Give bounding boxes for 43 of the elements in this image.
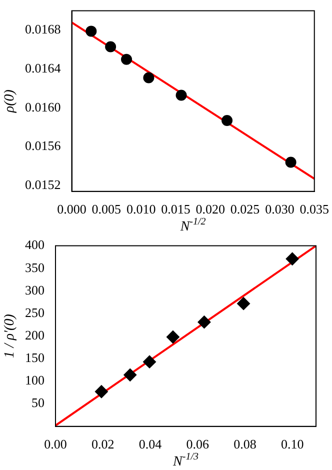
x-tick-label: 0.020 (196, 202, 226, 217)
y-tick-label: 200 (25, 328, 44, 343)
point (143, 72, 154, 84)
point (94, 385, 108, 398)
y-tick-label: 0.0152 (25, 176, 61, 192)
point (286, 252, 299, 266)
x-tick-label: 0.08 (234, 436, 256, 452)
y-axis-title: ρ(0) (2, 89, 18, 114)
point (121, 54, 132, 65)
x-tick-label: 0.010 (126, 202, 156, 217)
x-tick-label: 0.04 (138, 436, 162, 452)
point (166, 330, 180, 344)
y-tick-label: 50 (32, 395, 44, 410)
y-tick-label: 250 (25, 304, 44, 320)
point (143, 355, 156, 368)
y-tick-label: 0.0160 (25, 99, 61, 114)
x-tick-label: 0.000 (57, 202, 86, 217)
point (237, 297, 250, 310)
point (222, 115, 233, 126)
x-tick-label: 0.035 (300, 202, 329, 217)
y-tick-label: 100 (25, 372, 44, 388)
point (124, 368, 137, 382)
x-tick-label: 0.025 (230, 202, 260, 217)
x-tick-label: 0.00 (44, 436, 67, 452)
x-tick-label: 0.015 (161, 202, 190, 217)
x-tick-label: 0.030 (265, 202, 294, 217)
x-tick-label: 0.06 (186, 436, 210, 452)
point (285, 156, 296, 168)
point (198, 316, 211, 329)
x-tick-label: 0.02 (91, 436, 114, 452)
y-tick-label: 0.0168 (25, 22, 61, 37)
point (176, 90, 187, 101)
y-tick-label: 150 (25, 350, 44, 366)
x-tick-label: 0.10 (280, 436, 304, 452)
x-tick-label: 0.005 (92, 202, 122, 217)
y-tick-label: 0.0156 (25, 138, 62, 154)
y-tick-label: 300 (25, 282, 44, 298)
point (105, 41, 116, 52)
y-tick-label: 400 (25, 237, 44, 252)
y-tick-label: 0.0164 (25, 60, 62, 76)
y-axis-title: 1 / ρ'(0) (2, 314, 18, 358)
point (86, 26, 97, 37)
y-tick-label: 350 (25, 260, 44, 275)
